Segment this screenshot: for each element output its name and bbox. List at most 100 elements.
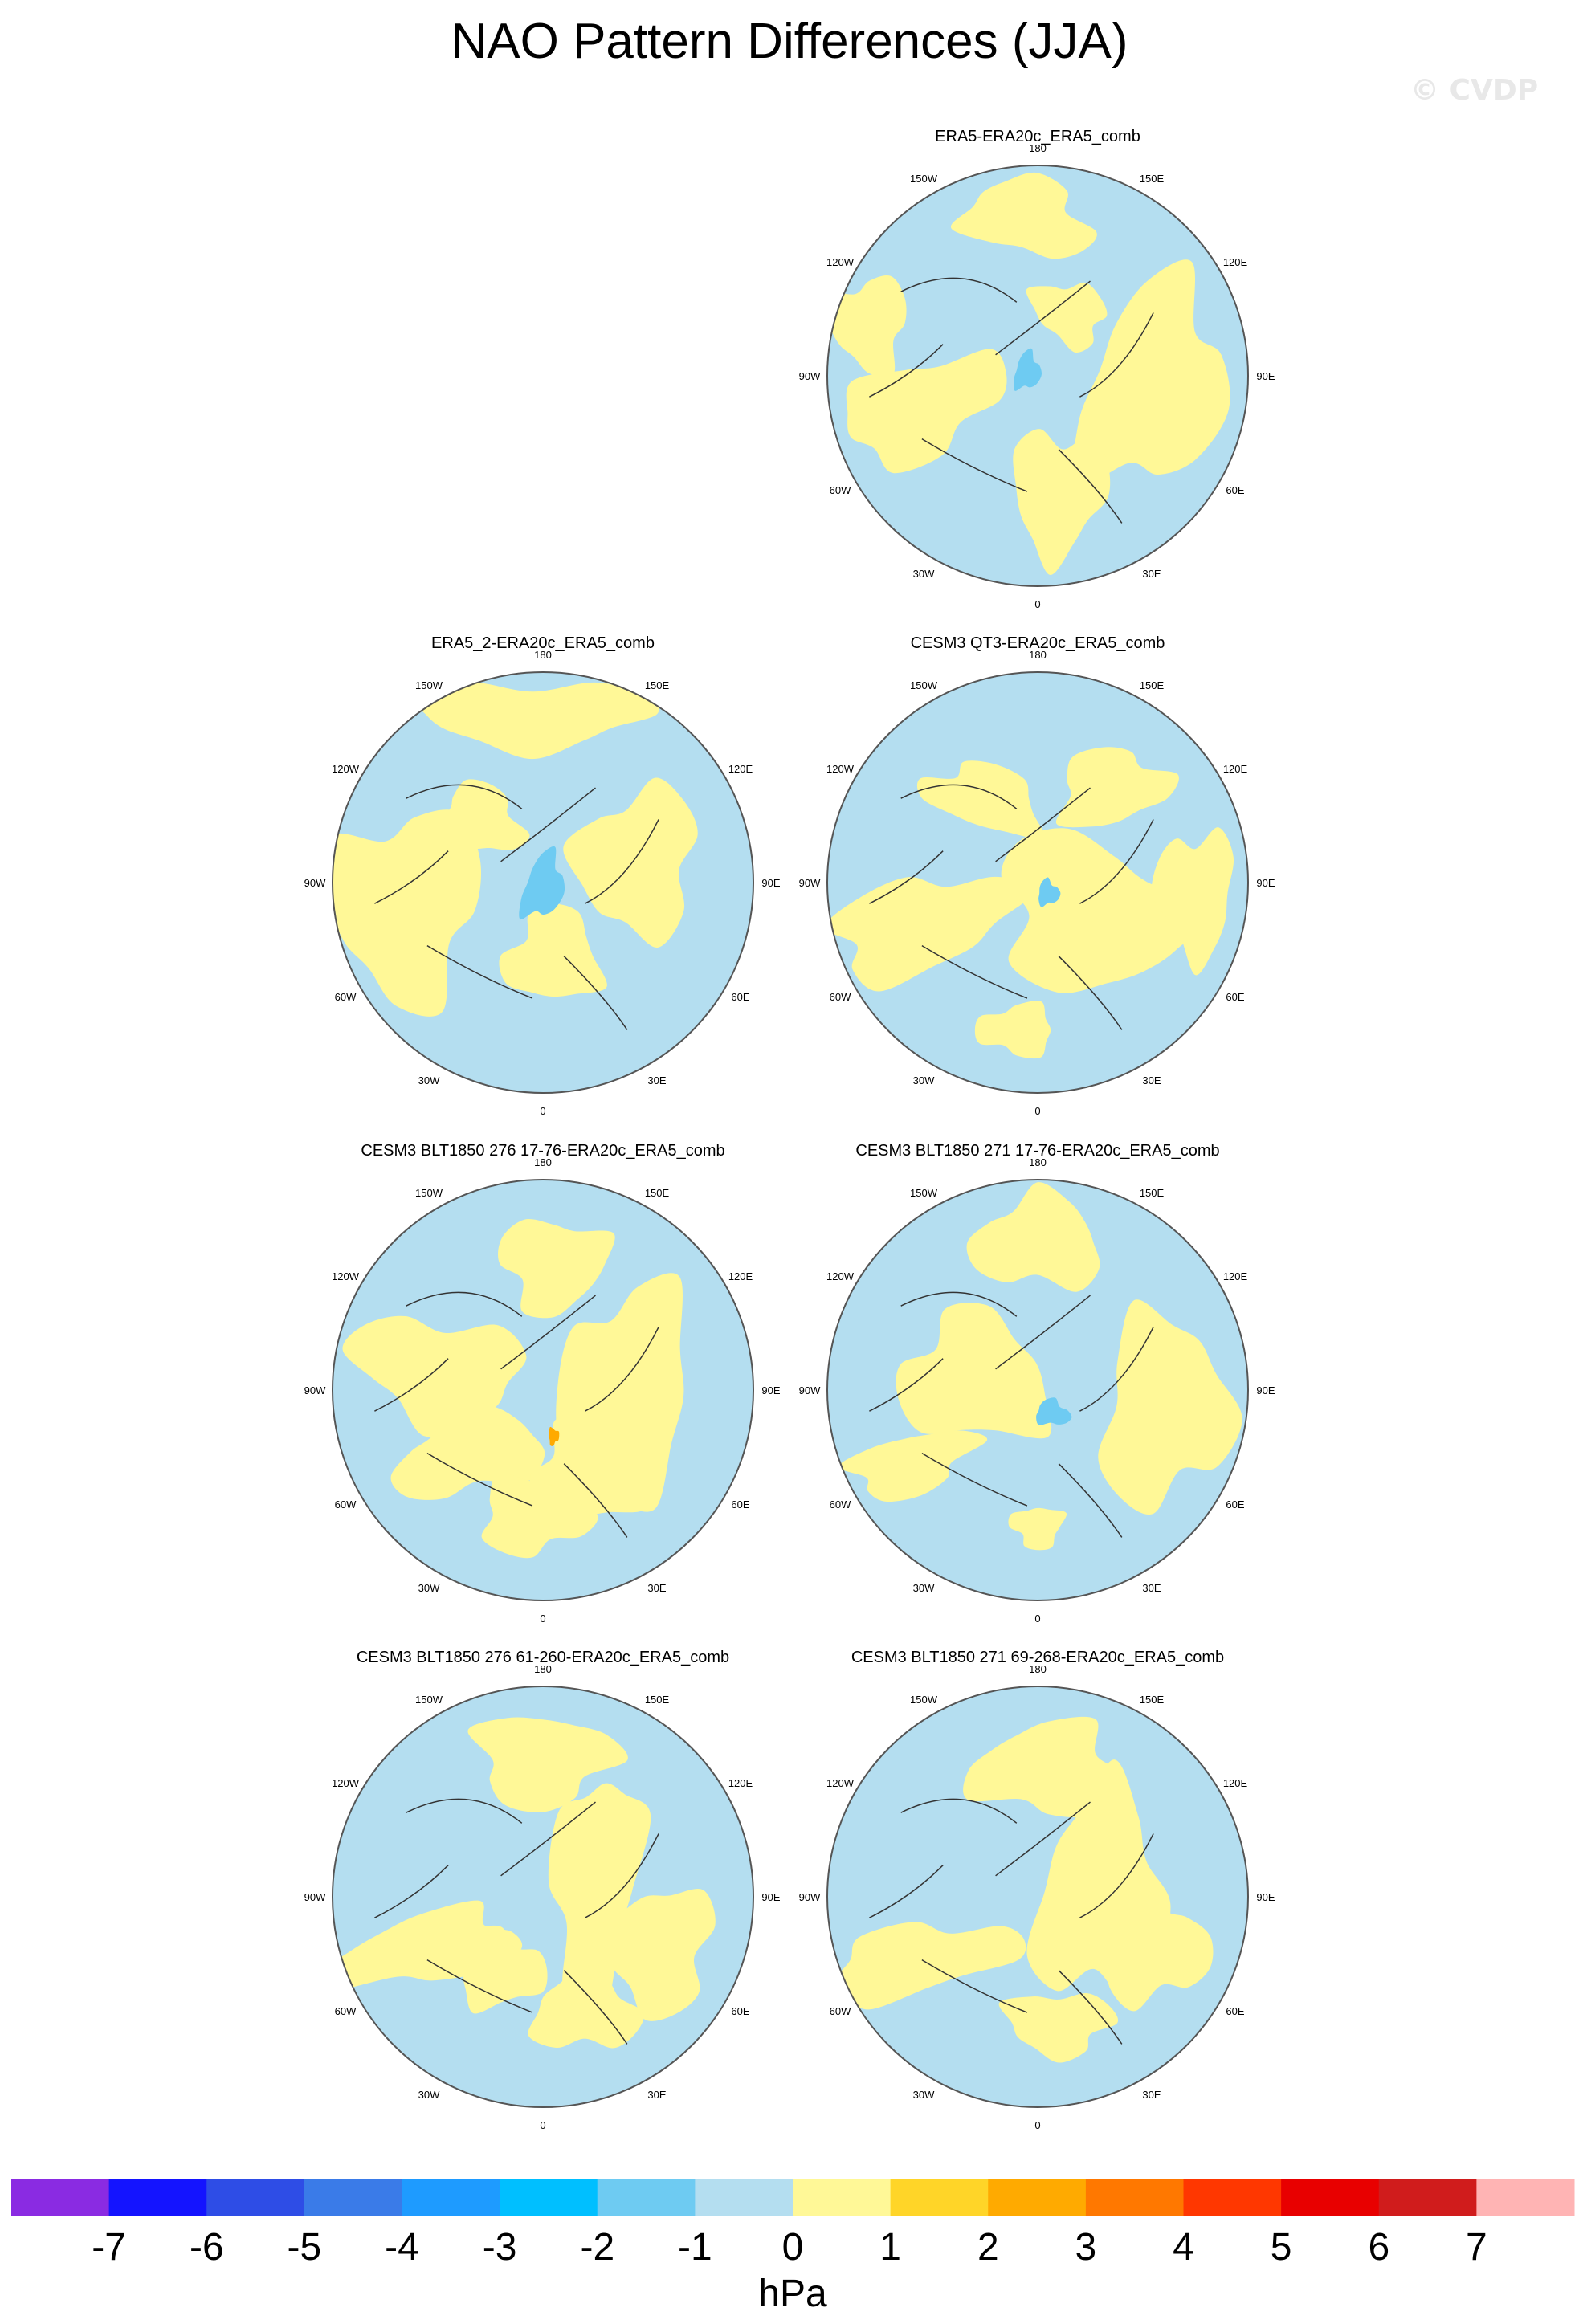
longitude-label: 0 (1034, 1613, 1040, 1625)
figure-title: NAO Pattern Differences (JJA) (451, 14, 1128, 69)
coastline (500, 787, 596, 862)
panel-title: ERA5-ERA20c_ERA5_comb (935, 128, 1140, 145)
coastline (869, 850, 944, 904)
longitude-label: 90E (1256, 1891, 1275, 1903)
colorbar-tick-label: -7 (92, 2226, 126, 2269)
longitude-label: 30E (1142, 1582, 1161, 1594)
positive-anomaly-region (563, 777, 698, 948)
longitude-label: 180 (1029, 1663, 1047, 1675)
longitude-label: 0 (1034, 1105, 1040, 1117)
longitude-label: 60E (1226, 484, 1244, 496)
longitude-label: 90W (799, 1384, 821, 1396)
colorbar-tick-label: -3 (483, 2226, 517, 2269)
coastline (585, 1833, 659, 1918)
longitude-label: 0 (1034, 598, 1040, 610)
longitude-label: 30W (913, 1582, 935, 1594)
coastline (921, 1959, 1028, 2013)
longitude-label: 30W (913, 2089, 935, 2101)
coastline (500, 1801, 596, 1877)
colorbar-swatch (11, 2179, 110, 2216)
negative-anomaly-region (1014, 348, 1042, 391)
longitude-label: 120E (1223, 256, 1248, 268)
map-panel: CESM3 BLT1850 271 17-76-ERA20c_ERA5_comb… (799, 1142, 1275, 1625)
longitude-label: 150E (645, 679, 670, 691)
longitude-label: 30E (647, 1582, 666, 1594)
longitude-label: 90W (799, 370, 821, 382)
panel-title: CESM3 BLT1850 271 69-268-ERA20c_ERA5_com… (851, 1649, 1224, 1666)
map-border (332, 1179, 754, 1601)
contour-fill (827, 747, 1234, 1059)
longitude-label: 60W (830, 484, 851, 496)
map-border (332, 671, 754, 1094)
panel-title: ERA5_2-ERA20c_ERA5_comb (431, 634, 655, 652)
longitude-label: 120W (332, 1270, 360, 1282)
positive-anomaly-region (998, 1992, 1119, 2063)
contour-fill (342, 1219, 684, 1559)
longitude-label: 90E (1256, 370, 1275, 382)
longitude-label: 120W (332, 1777, 360, 1789)
coastline (995, 280, 1091, 356)
longitude-label: 180 (534, 1156, 552, 1168)
colorbar-tick-label: 3 (1075, 2226, 1097, 2269)
positive-anomaly-region (1001, 828, 1210, 993)
map-border (826, 1686, 1249, 2108)
map-panel: CESM3 BLT1850 276 61-260-ERA20c_ERA5_com… (304, 1649, 781, 2131)
longitude-label: 30W (418, 1582, 440, 1594)
coastline (995, 1801, 1091, 1877)
longitude-label: 120W (826, 1777, 855, 1789)
positive-anomaly-region (974, 1001, 1051, 1059)
panel-title: CESM3 QT3-ERA20c_ERA5_comb (911, 634, 1165, 652)
panel-title: CESM3 BLT1850 271 17-76-ERA20c_ERA5_comb (855, 1142, 1219, 1160)
longitude-label: 30W (418, 1074, 440, 1087)
coastline (995, 1295, 1091, 1370)
coastline (1058, 956, 1123, 1030)
negative-anomaly-region (519, 846, 565, 920)
colorbar-tick-label: -1 (678, 2226, 712, 2269)
positive-anomaly-region (1072, 259, 1230, 487)
colorbar-swatch (793, 2179, 892, 2216)
coastline (1079, 819, 1154, 904)
longitude-label: 30E (647, 2089, 666, 2101)
positive-anomaly-region (481, 1473, 598, 1559)
longitude-label: 150W (910, 1187, 938, 1199)
longitude-label: 90W (304, 1384, 326, 1396)
coastline (500, 1295, 596, 1370)
colorbar-swatch (695, 2179, 794, 2216)
coastline (1058, 1463, 1123, 1538)
longitude-label: 150W (910, 1694, 938, 1706)
coastline (869, 344, 944, 398)
longitude-label: 180 (1029, 142, 1047, 154)
coastline (426, 1452, 533, 1507)
longitude-label: 150W (910, 173, 938, 185)
positive-anomaly-region (333, 809, 481, 1017)
coastline (585, 819, 659, 904)
positive-anomaly-region (838, 1430, 988, 1502)
coastline (995, 787, 1091, 862)
colorbar-swatch (890, 2179, 989, 2216)
coastline (921, 438, 1028, 492)
coastline (921, 1452, 1028, 1507)
coastline (406, 784, 523, 809)
contour-fill (827, 172, 1230, 576)
colorbar-swatch (108, 2179, 207, 2216)
longitude-label: 180 (1029, 649, 1047, 661)
colorbar-tick-label: 4 (1173, 2226, 1194, 2269)
coastline (374, 850, 449, 904)
longitude-label: 90E (761, 877, 780, 889)
positive-anomaly-region (827, 876, 1038, 992)
coastline (406, 1798, 523, 1824)
longitude-label: 150W (415, 679, 443, 691)
positive-anomaly-region (410, 682, 659, 760)
longitude-label: 60E (731, 991, 749, 1003)
longitude-label: 120W (826, 763, 855, 775)
positive-anomaly-region (556, 1273, 684, 1512)
colorbar-tick-label: 5 (1271, 2226, 1292, 2269)
positive-anomaly-region (846, 349, 1007, 474)
longitude-label: 150E (645, 1187, 670, 1199)
panel-title: CESM3 BLT1850 276 61-260-ERA20c_ERA5_com… (357, 1649, 729, 1666)
colorbar-swatch (402, 2179, 500, 2216)
coastline (900, 277, 1018, 303)
longitude-label: 150E (1140, 173, 1165, 185)
